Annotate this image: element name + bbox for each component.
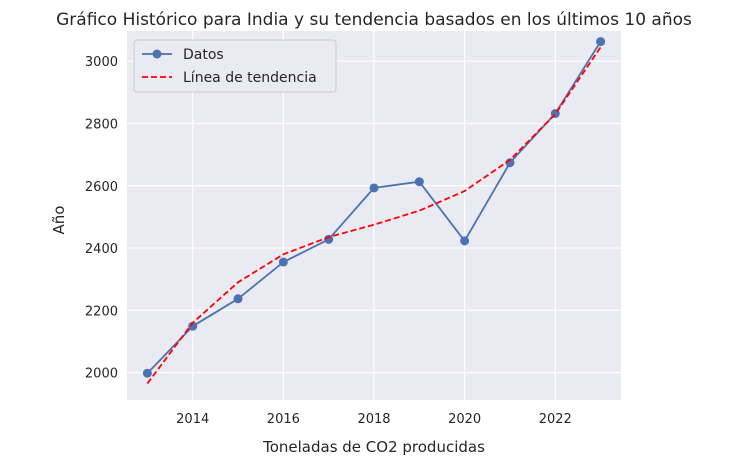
x-tick-label: 2022	[539, 412, 572, 427]
tick-labels: 2014 2016 2018 2020 2022 2000 2200 2400 2600 2800…	[85, 55, 572, 427]
legend-datos-label: Datos	[183, 47, 224, 63]
x-tick-label: 2020	[448, 412, 481, 427]
y-tick-label: 2400	[85, 242, 118, 257]
series-layer	[142, 37, 606, 385]
y-tick-label: 2200	[85, 304, 118, 319]
datos-point	[233, 294, 243, 304]
datos-point	[596, 37, 606, 47]
chart-title: Gráfico Histórico para India y su tenden…	[56, 10, 692, 30]
grid	[127, 31, 621, 400]
datos-point	[142, 368, 152, 378]
y-tick-label: 2800	[85, 117, 118, 132]
legend-trend-label: Línea de tendencia	[183, 70, 317, 86]
datos-point	[414, 177, 424, 187]
y-tick-label: 3000	[85, 55, 118, 70]
x-tick-label: 2018	[357, 412, 390, 427]
datos-point	[369, 183, 379, 193]
datos-point	[278, 257, 288, 267]
datos-point	[460, 236, 470, 246]
legend: Datos Línea de tendencia	[133, 39, 337, 93]
y-axis-label: Año	[50, 206, 68, 235]
datos-point	[188, 321, 198, 331]
legend-datos-marker	[152, 49, 162, 59]
datos-point	[324, 234, 334, 244]
x-tick-label: 2016	[267, 412, 300, 427]
x-axis-label: Toneladas de CO2 producidas	[262, 438, 485, 456]
legend-box	[133, 39, 337, 93]
x-tick-label: 2014	[176, 412, 209, 427]
y-tick-label: 2000	[85, 367, 118, 382]
y-tick-label: 2600	[85, 180, 118, 195]
